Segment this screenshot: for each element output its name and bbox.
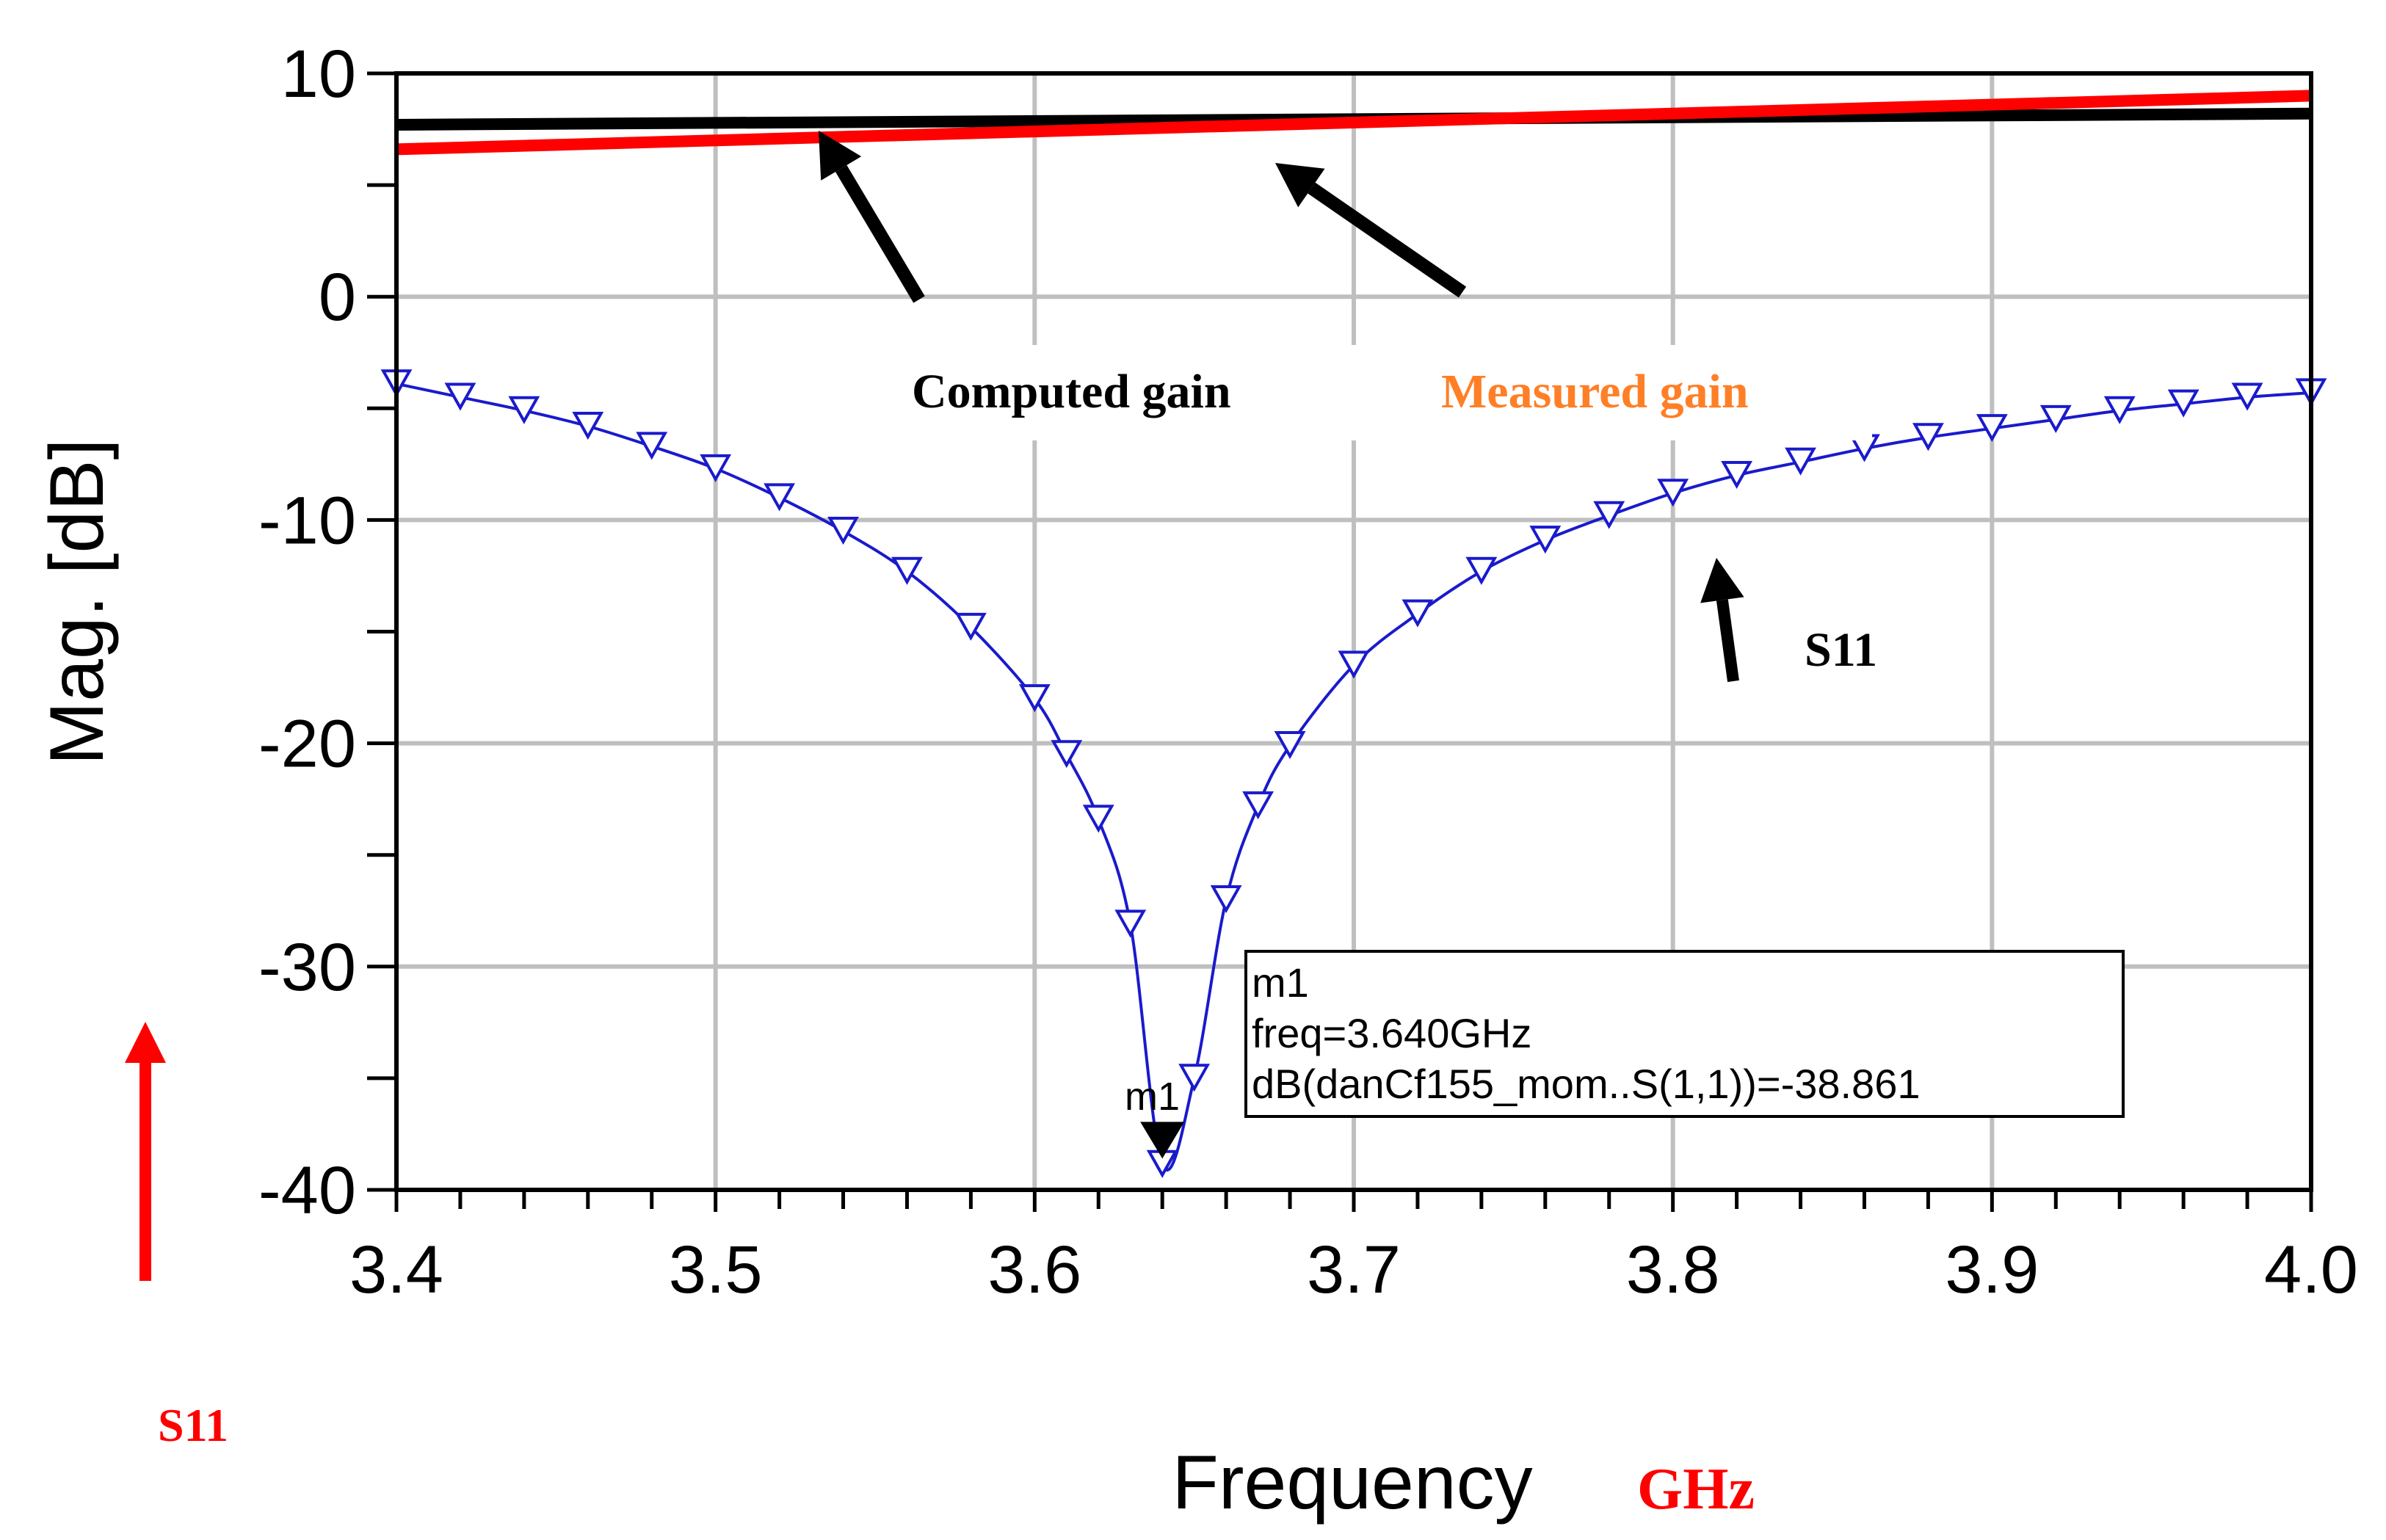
s11-point <box>1912 423 1944 451</box>
s11-point <box>827 517 859 545</box>
computed-gain-arrow-shaft <box>835 164 925 303</box>
plot-frame <box>394 71 2313 1192</box>
s11-arrow <box>1700 558 1744 683</box>
s11-point <box>1721 460 1753 490</box>
marker-label: m1 <box>1125 1075 1180 1119</box>
s11-point <box>1657 479 1689 507</box>
s11-point <box>1465 556 1498 585</box>
y-axis-title: Mag. [dB] <box>35 438 120 765</box>
marker-readout-box <box>1244 950 2125 1118</box>
x-tick-labels: 3.4 3.5 3.6 3.7 3.8 3.9 4.0 <box>349 1232 2358 1307</box>
red-s11-arrow <box>125 1022 166 1281</box>
s11-point <box>572 412 604 440</box>
minor-ticks <box>367 71 2313 1212</box>
measured-gain-arrow-shaft <box>1308 182 1467 298</box>
s11-point <box>2167 389 2200 418</box>
measured-gain-arrow <box>1275 163 1467 298</box>
x-tick-label: 3.9 <box>1945 1232 2039 1307</box>
marker-readout-line-3: dB(danCf155_mom..S(1,1))=-38.861 <box>1252 1061 1921 1107</box>
s11-point <box>700 454 732 482</box>
s11-point <box>1593 501 1625 529</box>
x-tick-label: 4.0 <box>2264 1232 2358 1307</box>
measured-gain-line <box>396 90 2312 156</box>
series-layer <box>380 90 2327 1178</box>
s11-arrow-head <box>1700 558 1744 603</box>
x-tick-label: 3.6 <box>987 1232 1081 1307</box>
s11-point <box>764 483 796 512</box>
s11-point <box>1051 740 1083 769</box>
x-tick-label: 3.7 <box>1307 1232 1401 1307</box>
s11-point <box>636 432 668 460</box>
s11-point <box>508 396 540 424</box>
s11-point <box>1242 791 1274 820</box>
y-tick-label: 0 <box>319 260 356 335</box>
x-axis-title: Frequency <box>1172 1440 1532 1525</box>
measured-gain-label: Measured gain <box>1441 365 1749 418</box>
s11-point <box>1114 909 1147 938</box>
s11-point <box>1976 414 2008 443</box>
y-tick-label: -20 <box>258 707 356 782</box>
marker-readout: m1 freq=3.640GHz dB(danCf155_mom..S(1,1)… <box>1244 950 2125 1118</box>
x-tick-label: 3.5 <box>669 1232 763 1307</box>
measured-gain-arrow-head <box>1275 163 1325 208</box>
s11-point <box>444 382 476 411</box>
s11-point <box>1785 447 1816 476</box>
red-s11-label: S11 <box>158 1399 228 1451</box>
s11-point <box>1082 804 1114 833</box>
s11-point <box>1401 599 1434 628</box>
computed-gain-arrow-head <box>819 131 862 181</box>
y-tick-labels: 10 0 -10 -20 -30 -40 <box>258 37 356 1228</box>
s11-point <box>2039 404 2072 433</box>
s11-label: S11 <box>1805 623 1877 677</box>
s11-point <box>1018 684 1051 713</box>
s11-point <box>1529 526 1562 554</box>
s11-point <box>954 612 987 641</box>
computed-gain-arrow <box>819 131 925 303</box>
s11-point <box>2231 382 2263 411</box>
computed-gain-label: Computed gain <box>912 365 1231 418</box>
y-tick-label: -40 <box>258 1153 356 1228</box>
x-tick-label: 3.8 <box>1626 1232 1720 1307</box>
gain-labels-background <box>903 345 1872 440</box>
s11-arrow-shaft <box>1716 599 1739 683</box>
s11-point <box>891 556 923 585</box>
y-tick-label: -30 <box>258 930 356 1005</box>
marker-readout-line-1: m1 <box>1252 959 1309 1006</box>
s11-point <box>1210 885 1242 914</box>
marker-m1-arrow <box>1140 1122 1185 1159</box>
annotation-arrows <box>819 131 1744 1159</box>
x-axis-unit: GHz <box>1637 1457 1755 1522</box>
s11-point <box>1338 650 1370 679</box>
s11-point <box>1274 731 1306 760</box>
y-tick-label: -10 <box>258 483 356 558</box>
x-tick-label: 3.4 <box>349 1232 443 1307</box>
s11-point <box>1178 1064 1211 1092</box>
marker-readout-line-2: freq=3.640GHz <box>1252 1010 1531 1056</box>
y-tick-label: 10 <box>281 37 356 112</box>
s11-point <box>2103 396 2136 424</box>
